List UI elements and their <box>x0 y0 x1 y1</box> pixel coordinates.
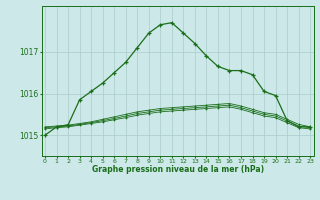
X-axis label: Graphe pression niveau de la mer (hPa): Graphe pression niveau de la mer (hPa) <box>92 165 264 174</box>
